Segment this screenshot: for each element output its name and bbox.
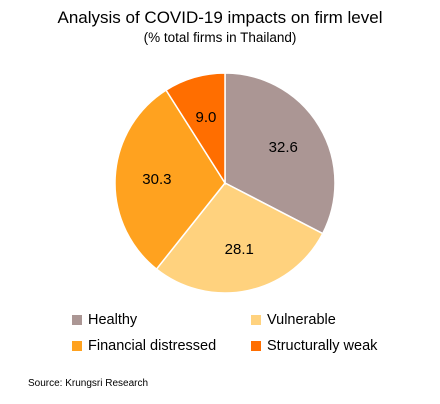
pie-slice-structurally-weak [165,72,226,186]
pie-label-healthy: 32.6 [269,139,298,156]
legend-item-structurally-weak: Structurally weak [251,337,377,355]
legend-item-healthy: Healthy [72,311,137,329]
legend-label-healthy: Healthy [88,312,138,328]
legend-label-financial-distressed: Financial distressed [88,338,217,354]
pie-slice-financial-distressed [114,89,226,271]
chart-subtitle: (% total firms in Thailand) [143,30,297,45]
legend-swatch-healthy [72,315,82,325]
legend-swatch-financial-distressed [72,341,82,351]
pie-value-labels: 32.6 28.1 30.3 9.0 [142,109,298,258]
legend-item-financial-distressed: Financial distressed [72,337,216,355]
pie-slice-healthy [224,72,336,235]
source-note: Source: Krungsri Research [28,378,149,389]
legend-label-vulnerable: Vulnerable [267,312,336,328]
chart-title: Analysis of COVID-19 impacts on firm lev… [57,8,383,27]
legend-swatch-vulnerable [251,315,261,325]
legend-label-structurally-weak: Structurally weak [267,338,378,354]
pie-slice-vulnerable [155,182,324,294]
pie-label-structurally-weak: 9.0 [196,109,217,126]
legend-swatch-structurally-weak [251,341,261,351]
pie-label-financial-distressed: 30.3 [142,171,171,188]
legend-item-vulnerable: Vulnerable [251,311,336,329]
pie-slices [114,72,336,294]
pie-label-vulnerable: 28.1 [225,241,254,258]
